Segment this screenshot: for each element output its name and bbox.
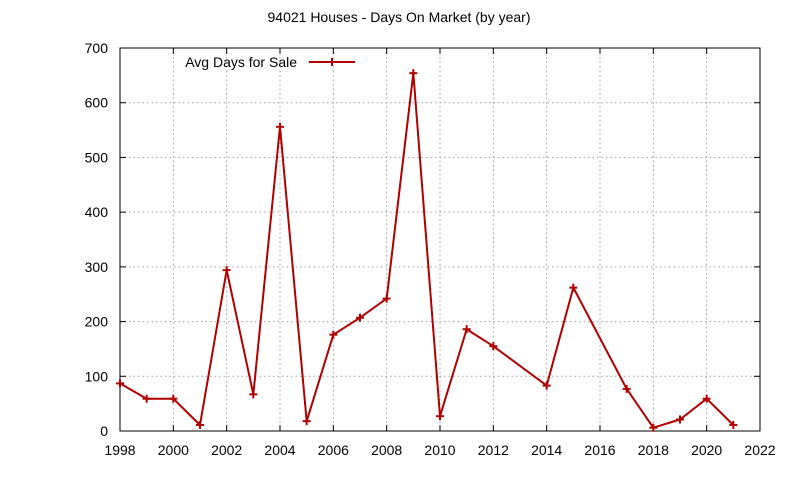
data-point (409, 69, 418, 78)
plot-frame (119, 47, 761, 432)
data-point (302, 417, 311, 426)
x-axis-tick-labels: 1998 2000 2002 2004 2006 2008 2010 2012 2014 2016… (104, 442, 775, 458)
x-tick-label: 2018 (638, 442, 669, 458)
x-tick-label: 2010 (424, 442, 455, 458)
data-point (542, 381, 551, 390)
y-tick-label: 600 (85, 95, 109, 111)
legend: Avg Days for Sale (185, 54, 355, 70)
data-point (276, 122, 284, 131)
data-point (249, 390, 258, 399)
x-tick-label: 2006 (318, 442, 349, 458)
y-axis-tick-labels: 0 100 200 300 400 500 600 700 (85, 40, 109, 439)
data-point (649, 423, 658, 432)
data-point (622, 384, 631, 393)
x-tick-label: 2014 (531, 442, 562, 458)
y-tick-label: 200 (85, 314, 109, 330)
data-point (436, 412, 444, 421)
x-tick-label: 2004 (264, 442, 295, 458)
data-point (462, 325, 471, 334)
y-tick-label: 500 (85, 149, 109, 165)
series-line (119, 72, 735, 429)
y-tick-label: 100 (85, 368, 109, 384)
data-point (116, 379, 124, 388)
x-tick-label: 2008 (371, 442, 402, 458)
data-point (676, 415, 684, 424)
data-point (142, 394, 151, 403)
data-point (329, 330, 338, 339)
y-tick-label: 300 (85, 259, 109, 275)
axis-ticks (119, 47, 761, 432)
data-point (702, 394, 711, 403)
y-tick-label: 400 (85, 204, 109, 220)
x-tick-label: 2000 (158, 442, 189, 458)
data-point (382, 294, 391, 303)
data-point (729, 420, 738, 429)
data-point (222, 266, 231, 275)
x-tick-label: 2020 (691, 442, 722, 458)
chart-title: 94021 Houses - Days On Market (by year) (268, 9, 531, 25)
legend-label: Avg Days for Sale (185, 54, 297, 70)
y-tick-label: 700 (85, 40, 109, 56)
x-tick-label: 2012 (478, 442, 509, 458)
series (116, 69, 738, 432)
grid (120, 48, 760, 431)
legend-marker (328, 58, 336, 66)
x-tick-label: 2022 (744, 442, 775, 458)
y-tick-label: 0 (100, 423, 108, 439)
data-point (196, 420, 204, 429)
data-point (356, 313, 364, 322)
x-tick-label: 1998 (104, 442, 135, 458)
data-point (569, 283, 578, 292)
data-point (489, 342, 498, 351)
x-tick-label: 2016 (584, 442, 615, 458)
data-point (169, 394, 178, 403)
x-tick-label: 2002 (211, 442, 242, 458)
